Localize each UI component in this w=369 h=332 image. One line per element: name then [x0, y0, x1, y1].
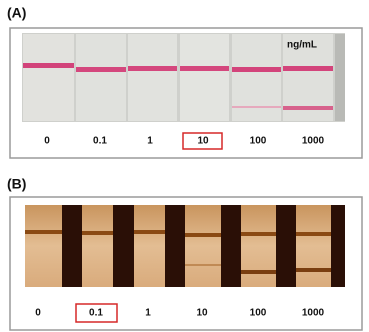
concentration-label: 10 — [196, 308, 208, 319]
highlight-box — [182, 132, 223, 150]
panel-b-label: (B) — [7, 176, 26, 192]
concentration-label: 0 — [35, 308, 41, 319]
concentration-label: 100 — [250, 308, 267, 319]
strip-photo-b — [25, 205, 345, 287]
highlight-box — [75, 303, 118, 323]
concentration-label: 1 — [147, 136, 153, 147]
unit-label: ng/mL — [287, 40, 317, 51]
concentration-label: 0.1 — [89, 308, 103, 319]
concentration-label: 1000 — [302, 136, 325, 147]
panel-a-label: (A) — [7, 5, 26, 21]
concentration-label: 1000 — [302, 308, 325, 319]
concentration-label: 10 — [197, 136, 209, 147]
concentration-label: 1 — [145, 308, 151, 319]
concentration-label: 0.1 — [93, 136, 107, 147]
concentration-label: 100 — [250, 136, 267, 147]
strip-photo-a — [22, 33, 345, 122]
concentration-label: 0 — [44, 136, 50, 147]
